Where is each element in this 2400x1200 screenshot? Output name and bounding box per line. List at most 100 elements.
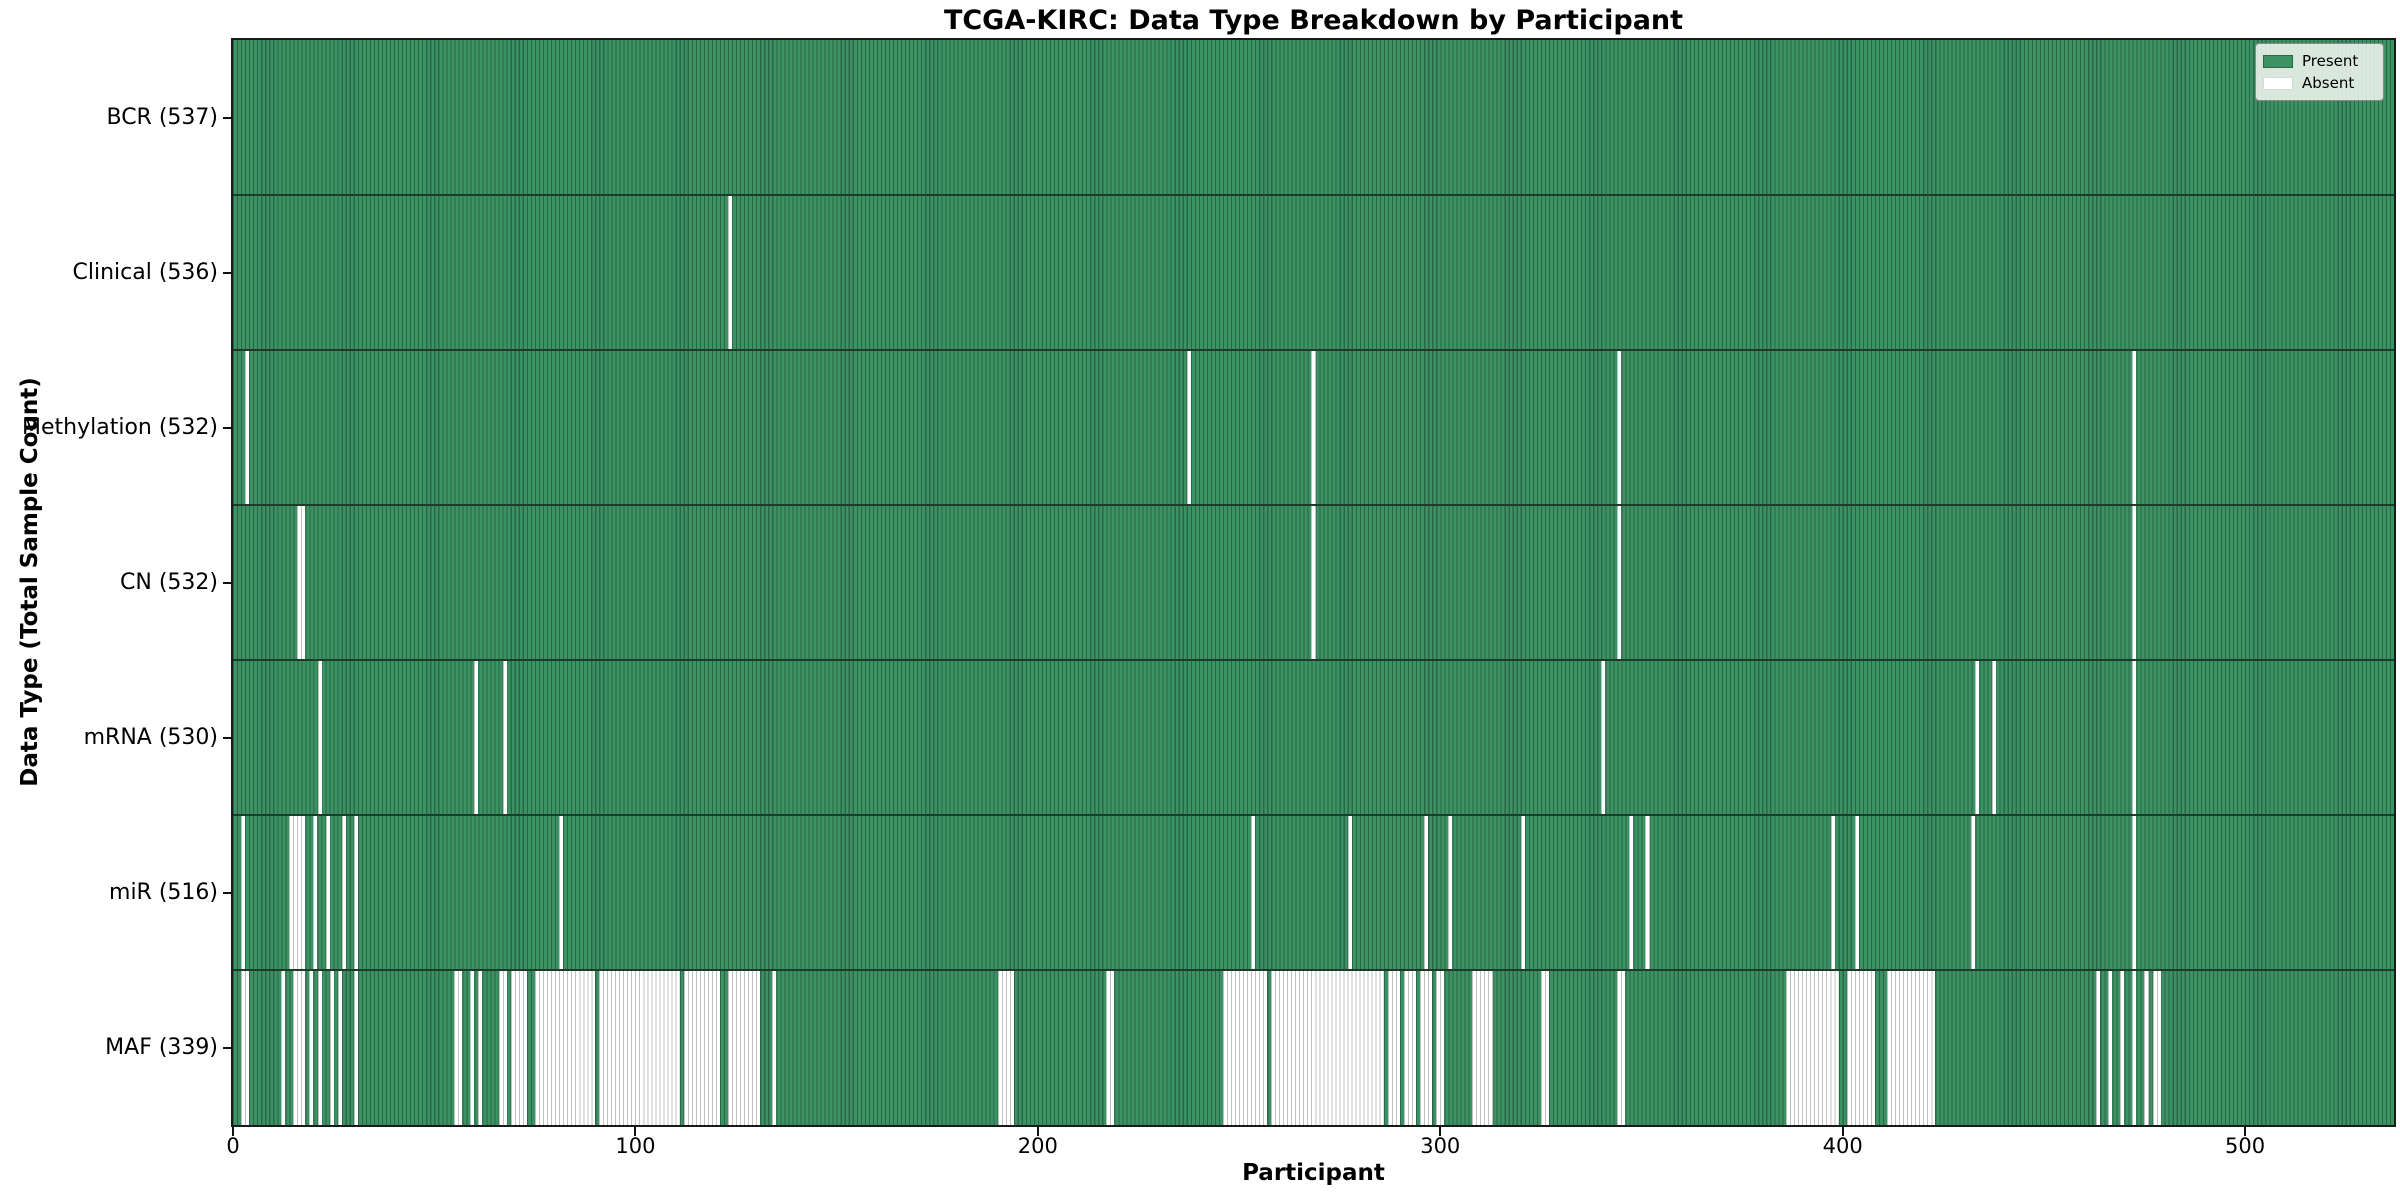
absent-stripe-MAF	[478, 970, 483, 1125]
absent-stripe-mRNA	[1601, 660, 1606, 815]
absent-stripe-MAF	[309, 970, 314, 1125]
legend-label-absent: Absent	[2302, 74, 2355, 92]
absent-stripe-miR	[325, 815, 330, 970]
absent-stripe-MAF	[1222, 970, 1268, 1125]
row-band-mRNA	[233, 660, 2394, 815]
absent-stripe-MAF	[1436, 970, 1445, 1125]
absent-stripe-MAF	[293, 970, 306, 1125]
row-divider	[233, 504, 2394, 506]
absent-stripe-mRNA	[502, 660, 507, 815]
absent-stripe-Clinical	[727, 195, 732, 350]
row-band-miR	[233, 815, 2394, 970]
row-divider	[233, 194, 2394, 196]
absent-stripe-MAF	[241, 970, 250, 1125]
row-divider	[233, 814, 2394, 816]
absent-stripe-MAF	[1540, 970, 1549, 1125]
absent-stripe-Methylation	[2132, 350, 2137, 505]
absent-stripe-miR	[1971, 815, 1976, 970]
absent-stripe-MAF	[997, 970, 1014, 1125]
legend-item-present: Present	[2263, 50, 2375, 72]
row-band-Clinical	[233, 195, 2394, 350]
absent-stripe-MAF	[353, 970, 358, 1125]
absent-stripe-mRNA	[1991, 660, 1996, 815]
row-divider	[233, 969, 2394, 971]
plot-area: Present Absent	[233, 40, 2394, 1125]
absent-stripe-miR	[1251, 815, 1256, 970]
x-tick-mark	[2244, 1127, 2247, 1136]
absent-stripe-MAF	[1404, 970, 1417, 1125]
row-band-Methylation	[233, 350, 2394, 505]
absent-stripe-MAF	[2144, 970, 2149, 1125]
absent-stripe-miR	[1347, 815, 1352, 970]
y-tick-mark	[223, 271, 232, 274]
absent-stripe-miR	[1830, 815, 1835, 970]
absent-stripe-MAF	[2108, 970, 2113, 1125]
absent-stripe-MAF	[2152, 970, 2161, 1125]
absent-stripe-miR	[1520, 815, 1525, 970]
absent-stripe-MAF	[1846, 970, 1875, 1125]
absent-stripe-MAF	[470, 970, 475, 1125]
absent-stripe-MAF	[337, 970, 342, 1125]
absent-stripe-MAF	[2096, 970, 2101, 1125]
row-band-CN	[233, 505, 2394, 660]
y-tick-mark	[223, 891, 232, 894]
x-tick-label: 500	[2225, 1134, 2266, 1158]
row-divider	[233, 659, 2394, 661]
row-divider	[233, 349, 2394, 351]
absent-stripe-MAF	[498, 970, 507, 1125]
absent-stripe-mRNA	[1975, 660, 1980, 815]
absent-stripe-MAF	[1420, 970, 1433, 1125]
absent-stripe-MAF	[1617, 970, 1626, 1125]
absent-stripe-MAF	[1106, 970, 1115, 1125]
present-swatch-icon	[2263, 54, 2293, 68]
chart-title: TCGA-KIRC: Data Type Breakdown by Partic…	[943, 5, 1684, 36]
y-tick-label-miR: miR (516)	[109, 879, 218, 905]
absent-stripe-CN	[2132, 505, 2137, 660]
y-tick-mark	[223, 116, 232, 119]
y-tick-label-MAF: MAF (339)	[105, 1034, 218, 1060]
x-tick-mark	[1841, 1127, 1844, 1136]
absent-stripe-MAF	[1786, 970, 1839, 1125]
x-tick-mark	[232, 1127, 234, 1136]
absent-stripe-MAF	[281, 970, 286, 1125]
absent-stripe-mRNA	[317, 660, 322, 815]
absent-stripe-Methylation	[1311, 350, 1316, 505]
y-tick-mark	[223, 581, 232, 584]
y-tick-label-Methylation: Methylation (532)	[22, 414, 218, 440]
absent-stripe-miR	[1424, 815, 1429, 970]
absent-swatch-icon	[2263, 76, 2293, 90]
x-tick-mark	[1036, 1127, 1039, 1136]
x-tick-label: 200	[1017, 1134, 1058, 1158]
x-tick-label: 100	[615, 1134, 656, 1158]
absent-stripe-miR	[558, 815, 563, 970]
legend-item-absent: Absent	[2263, 72, 2375, 94]
absent-stripe-miR	[353, 815, 358, 970]
absent-stripe-CN	[297, 505, 306, 660]
row-band-BCR	[233, 40, 2394, 195]
absent-stripe-MAF	[1271, 970, 1384, 1125]
y-tick-mark	[223, 426, 232, 429]
absent-stripe-miR	[241, 815, 246, 970]
x-tick-mark	[634, 1127, 637, 1136]
absent-stripe-MAF	[1886, 970, 1936, 1125]
absent-stripe-miR	[2132, 815, 2137, 970]
absent-stripe-miR	[341, 815, 346, 970]
row-band-MAF	[233, 970, 2394, 1125]
absent-stripe-miR	[1645, 815, 1650, 970]
absent-stripe-miR	[1854, 815, 1859, 970]
absent-stripe-Methylation	[1617, 350, 1622, 505]
legend-label-present: Present	[2302, 52, 2359, 70]
absent-stripe-MAF	[454, 970, 463, 1125]
x-tick-label: 0	[226, 1134, 240, 1158]
absent-stripe-miR	[1448, 815, 1453, 970]
absent-stripe-MAF	[599, 970, 680, 1125]
absent-stripe-MAF	[2120, 970, 2125, 1125]
x-tick-label: 300	[1420, 1134, 1461, 1158]
y-tick-mark	[223, 736, 232, 739]
absent-stripe-mRNA	[474, 660, 479, 815]
absent-stripe-MAF	[329, 970, 334, 1125]
absent-stripe-MAF	[2132, 970, 2137, 1125]
absent-stripe-MAF	[683, 970, 720, 1125]
absent-stripe-MAF	[534, 970, 596, 1125]
absent-stripe-MAF	[317, 970, 322, 1125]
